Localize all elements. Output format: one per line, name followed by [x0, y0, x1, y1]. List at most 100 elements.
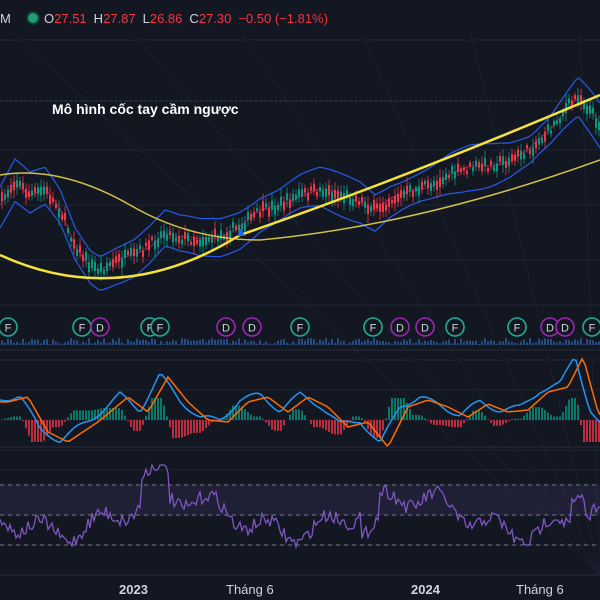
macd-histogram-bar — [274, 420, 276, 431]
candle — [382, 202, 384, 213]
macd-histogram-bar — [13, 416, 15, 420]
event-marker-label: F — [514, 323, 521, 335]
candle — [331, 191, 333, 202]
volume-bar — [562, 342, 564, 345]
macd-histogram-bar — [64, 420, 66, 422]
volume-bar — [31, 338, 33, 345]
macd-histogram-bar — [598, 420, 600, 442]
candle — [565, 103, 567, 113]
candle — [430, 183, 432, 191]
candle — [70, 237, 72, 242]
candle — [316, 191, 318, 197]
volume-bar — [526, 342, 528, 345]
macd-histogram-bar — [589, 420, 591, 442]
macd-histogram-bar — [319, 420, 321, 428]
event-marker-icon — [242, 317, 262, 337]
low-value: L26.86 — [142, 10, 183, 26]
volume-bar — [343, 341, 345, 345]
macd-histogram-bar — [448, 420, 450, 427]
macd-histogram-bar — [568, 399, 570, 420]
volume-bar — [73, 340, 75, 345]
volume-bar — [568, 340, 570, 345]
candle — [112, 259, 114, 268]
macd-histogram-bar — [70, 413, 72, 420]
macd-histogram-bar — [247, 411, 249, 420]
macd-histogram-bar — [118, 408, 120, 420]
candle — [328, 185, 330, 196]
candle — [265, 203, 267, 208]
candle — [391, 199, 393, 204]
candle — [202, 236, 204, 247]
candle — [580, 95, 582, 105]
grid-line — [129, 29, 600, 576]
volume-bar — [133, 341, 135, 345]
live-status-dot-icon[interactable] — [28, 13, 38, 23]
candle — [460, 168, 462, 173]
volume-bar — [313, 338, 315, 345]
candle — [82, 254, 84, 262]
candle — [34, 187, 36, 193]
candle — [232, 221, 234, 228]
volume-bar — [223, 339, 225, 345]
volume-bar — [184, 338, 186, 345]
macd-histogram-bar — [160, 398, 162, 420]
macd-histogram-bar — [235, 405, 237, 420]
candle — [253, 212, 255, 218]
macd-histogram-bar — [496, 420, 498, 426]
macd-histogram-bar — [229, 409, 231, 420]
macd-histogram-bar — [256, 416, 258, 420]
volume-bar — [22, 338, 24, 345]
macd-histogram-bar — [208, 420, 210, 426]
volume-bar — [169, 341, 171, 345]
candle — [262, 201, 264, 212]
candle — [433, 180, 435, 187]
candle — [412, 191, 414, 198]
candle — [208, 237, 210, 242]
candle — [307, 193, 309, 201]
candle — [220, 230, 222, 240]
macd-histogram-bar — [175, 420, 177, 438]
macd-histogram-bar — [193, 420, 195, 433]
volume-bar — [580, 338, 582, 345]
macd-histogram-bar — [10, 417, 12, 420]
macd-histogram-bar — [565, 405, 567, 420]
candle — [337, 190, 339, 201]
volume-bar — [130, 341, 132, 345]
volume-bar — [571, 341, 573, 345]
candle — [301, 189, 303, 197]
candle — [91, 259, 93, 268]
candle — [499, 156, 501, 162]
candle — [214, 228, 216, 237]
volume-bar — [229, 343, 231, 345]
candle — [571, 100, 573, 106]
volume-bar — [445, 341, 447, 345]
candle — [400, 190, 402, 198]
candle — [526, 145, 528, 149]
volume-bar — [214, 339, 216, 345]
grid-line — [359, 29, 600, 576]
macd-histogram-bar — [529, 409, 531, 421]
macd-histogram-bar — [67, 417, 69, 420]
macd-histogram-bar — [142, 420, 144, 425]
volume-bar — [406, 340, 408, 345]
pattern-annotation[interactable]: Mô hình cốc tay cầm ngược — [52, 101, 239, 117]
macd-histogram-bar — [556, 416, 558, 420]
time-axis-label: Tháng 6 — [516, 582, 564, 597]
candle — [175, 237, 177, 242]
macd-histogram-bar — [514, 418, 516, 420]
macd-histogram-bar — [109, 408, 111, 420]
volume-bar — [502, 341, 504, 345]
candle — [67, 228, 69, 233]
macd-histogram-bar — [532, 407, 534, 421]
macd-histogram-bar — [34, 420, 36, 442]
macd-histogram-bar — [85, 410, 87, 420]
volume-bar — [355, 339, 357, 345]
macd-histogram-bar — [313, 420, 315, 428]
candle — [142, 250, 144, 258]
volume-bar — [58, 342, 60, 345]
bollinger-upper — [0, 77, 600, 257]
macd-histogram-bar — [88, 410, 90, 420]
macd-histogram-bar — [337, 420, 339, 435]
